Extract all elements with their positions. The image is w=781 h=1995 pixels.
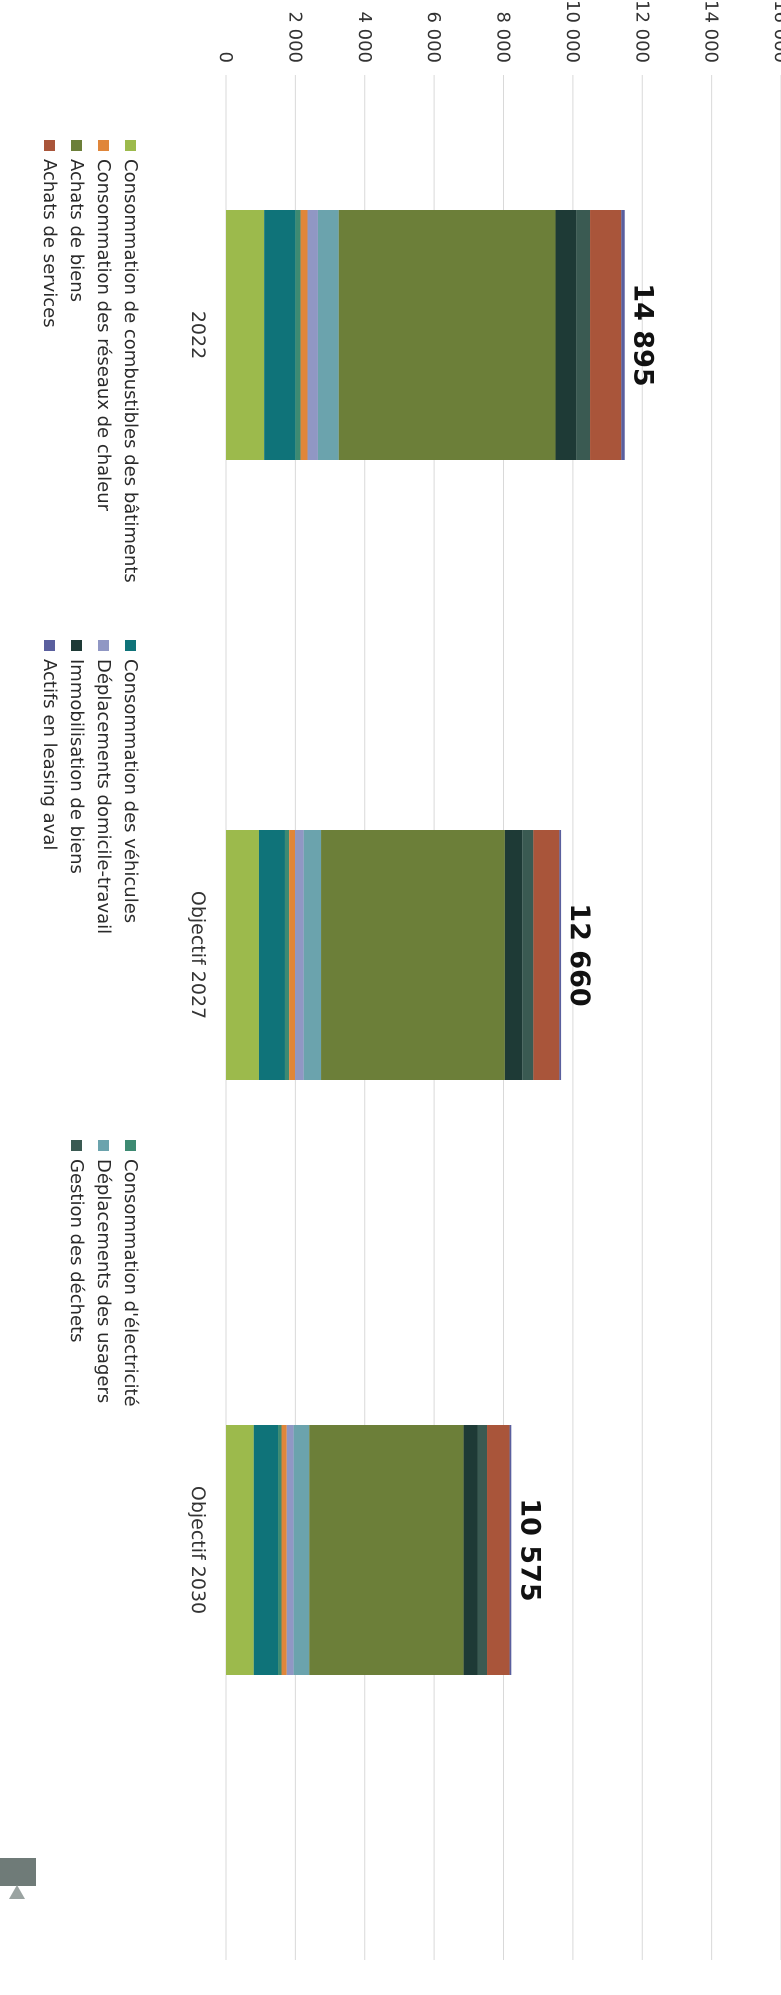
bar-total-label: 14 895 xyxy=(628,283,659,386)
x-category-label: 2022 xyxy=(187,311,209,359)
bar-total-label: 12 660 xyxy=(564,903,595,1006)
y-tick-label: 4 000 xyxy=(354,11,375,63)
bar-segment-8-3 xyxy=(463,1425,478,1675)
bar-segment-9-3 xyxy=(477,1425,488,1675)
bar-segment-8-1 xyxy=(555,210,577,460)
x-category-label: Objectif 2030 xyxy=(187,1486,209,1614)
bar-total-label: 10 575 xyxy=(514,1498,545,1601)
bar-segment-5-1 xyxy=(307,210,318,460)
bar-segment-5-2 xyxy=(295,830,304,1080)
bar-segment-1-3 xyxy=(226,1425,254,1675)
bar-segment-11-3 xyxy=(509,1425,512,1675)
y-tick-label: 16 000 xyxy=(770,0,781,63)
bar-segment-1-1 xyxy=(226,210,265,460)
y-tick-label: 0 xyxy=(215,52,236,63)
bar-segment-11-1 xyxy=(621,210,625,460)
bar-segment-3-1 xyxy=(295,210,301,460)
bar-segment-7-3 xyxy=(309,1425,464,1675)
bar-segment-10-1 xyxy=(590,210,622,460)
bar-segment-7-2 xyxy=(321,830,505,1080)
bar-segment-2-2 xyxy=(258,830,285,1080)
corner-arrow-icon xyxy=(9,1885,25,1899)
bar-segment-8-2 xyxy=(504,830,523,1080)
bar-segment-1-2 xyxy=(226,830,259,1080)
bar-segment-2-1 xyxy=(264,210,296,460)
bar-segment-4-2 xyxy=(289,830,296,1080)
bar-segment-9-1 xyxy=(576,210,591,460)
bar-segment-10-2 xyxy=(533,830,560,1080)
bar-segment-3-3 xyxy=(278,1425,282,1675)
bar-segment-11-2 xyxy=(559,830,562,1080)
bar-segment-10-3 xyxy=(487,1425,510,1675)
bar-segment-3-2 xyxy=(284,830,290,1080)
bar-segment-9-2 xyxy=(522,830,534,1080)
bar-segment-2-3 xyxy=(253,1425,279,1675)
y-tick-label: 6 000 xyxy=(423,11,444,63)
y-tick-label: 8 000 xyxy=(493,11,514,63)
y-tick-label: 14 000 xyxy=(701,0,722,63)
bar-segment-7-1 xyxy=(338,210,556,460)
bar-segment-4-3 xyxy=(281,1425,287,1675)
bar-segment-4-1 xyxy=(300,210,308,460)
x-category-label: Objectif 2027 xyxy=(187,891,209,1019)
y-tick-label: 10 000 xyxy=(562,0,583,63)
y-tick-label: 12 000 xyxy=(631,0,652,63)
bar-segment-6-3 xyxy=(293,1425,310,1675)
y-tick-label: 2 000 xyxy=(284,11,305,63)
corner-decoration xyxy=(0,1858,36,1886)
bar-segment-6-1 xyxy=(317,210,339,460)
bar-segment-5-3 xyxy=(286,1425,294,1675)
bar-segment-6-2 xyxy=(303,830,322,1080)
